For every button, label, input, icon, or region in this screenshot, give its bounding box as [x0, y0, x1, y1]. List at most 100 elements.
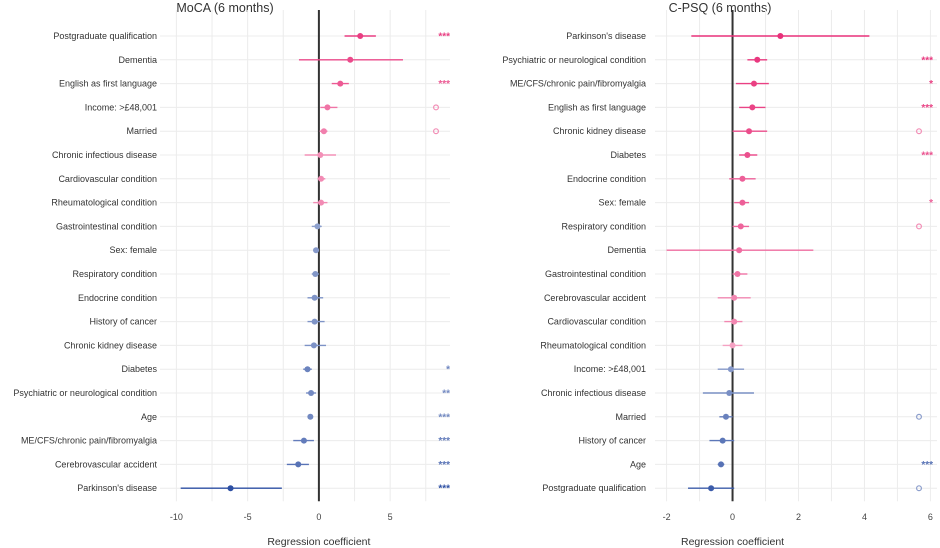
row-label: Psychiatric or neurological condition — [13, 388, 157, 398]
point-estimate — [734, 271, 741, 277]
point-estimate — [308, 390, 315, 396]
x-axis-label: Regression coefficient — [267, 536, 370, 548]
point-estimate — [313, 247, 320, 254]
x-tick-label: 0 — [316, 512, 321, 522]
x-tick-label: 0 — [730, 512, 735, 522]
row-label: Cerebrovascular accident — [544, 293, 647, 303]
significance-stars: *** — [438, 32, 450, 43]
row-label: Rheumatological condition — [51, 198, 157, 208]
significance-marker-open-circle — [915, 128, 922, 135]
row-label: History of cancer — [89, 317, 157, 327]
row-label: Income: >£48,001 — [574, 364, 646, 374]
point-estimate — [736, 247, 743, 254]
panel-moca: MoCA (6 months) Postgraduate qualificatio… — [13, 1, 450, 548]
point-estimate — [311, 318, 318, 325]
significance-stars: *** — [921, 103, 933, 114]
row-label: Gastrointestinal condition — [56, 221, 157, 231]
row-label: ME/CFS/chronic pain/fibromyalgia — [21, 436, 157, 446]
point-estimate — [746, 128, 753, 135]
row-label: Chronic kidney disease — [553, 126, 646, 136]
row-label: Parkinson's disease — [77, 483, 157, 493]
row-label: Rheumatological condition — [540, 340, 646, 350]
row-label: Cardiovascular condition — [58, 174, 157, 184]
point-estimate — [737, 223, 744, 230]
x-axis-label: Regression coefficient — [681, 536, 784, 548]
point-estimate — [750, 80, 757, 87]
row-label: Chronic kidney disease — [64, 340, 157, 350]
row-label: Age — [630, 459, 646, 469]
x-tick-label: -5 — [244, 512, 252, 522]
point-estimate — [304, 366, 311, 373]
point-estimate — [227, 485, 234, 492]
point-estimate — [318, 175, 325, 182]
point-estimate — [749, 104, 756, 111]
point-estimate — [300, 437, 307, 444]
row-label: Parkinson's disease — [566, 31, 646, 41]
point-estimate — [311, 294, 318, 301]
significance-stars: *** — [921, 55, 933, 66]
significance-stars: *** — [438, 412, 450, 423]
point-estimate — [739, 175, 746, 182]
significance-stars: *** — [438, 484, 450, 495]
significance-stars: * — [929, 198, 933, 209]
row-label: Dementia — [118, 55, 157, 65]
x-tick-label: -2 — [663, 512, 671, 522]
row-label: Married — [615, 412, 646, 422]
significance-stars: *** — [438, 460, 450, 471]
row-label: Age — [141, 412, 157, 422]
panel-title: MoCA (6 months) — [176, 1, 273, 15]
row-label: Endocrine condition — [78, 293, 157, 303]
point-estimate — [754, 56, 761, 63]
significance-marker-open-circle — [915, 485, 922, 492]
row-label: Respiratory condition — [72, 269, 157, 279]
point-estimate — [347, 56, 354, 63]
point-estimate — [718, 461, 725, 468]
row-label: Chronic infectious disease — [52, 150, 157, 160]
significance-stars: ** — [442, 389, 450, 400]
significance-marker-open-circle — [433, 104, 440, 111]
point-estimate — [731, 294, 738, 301]
row-label: Married — [126, 126, 157, 136]
point-estimate — [739, 199, 746, 206]
point-estimate — [357, 33, 364, 39]
point-estimate — [722, 413, 729, 420]
point-estimate — [719, 437, 726, 444]
row-label: Respiratory condition — [561, 221, 646, 231]
point-estimate — [727, 366, 734, 373]
significance-marker-open-circle — [915, 223, 922, 230]
significance-stars: *** — [921, 151, 933, 162]
significance-stars: * — [446, 365, 450, 376]
x-tick-label: 6 — [928, 512, 933, 522]
row-label: History of cancer — [578, 436, 646, 446]
row-label: Chronic infectious disease — [541, 388, 646, 398]
point-estimate — [318, 199, 325, 206]
row-label: Gastrointestinal condition — [545, 269, 646, 279]
significance-marker-open-circle — [433, 128, 440, 135]
row-label: Cerebrovascular accident — [55, 459, 158, 469]
point-estimate — [337, 80, 344, 87]
significance-stars: * — [929, 79, 933, 90]
point-estimate — [708, 485, 715, 492]
point-estimate — [320, 128, 327, 135]
panel-title: C-PSQ (6 months) — [669, 1, 772, 15]
point-estimate — [729, 342, 736, 349]
significance-stars: *** — [921, 460, 933, 471]
row-label: Endocrine condition — [567, 174, 646, 184]
point-estimate — [324, 104, 331, 111]
point-estimate — [310, 342, 317, 349]
row-label: Diabetes — [610, 150, 646, 160]
point-estimate — [307, 413, 314, 420]
row-label: Dementia — [607, 245, 646, 255]
row-label: ME/CFS/chronic pain/fibromyalgia — [510, 79, 646, 89]
point-estimate — [295, 461, 302, 468]
point-estimate — [317, 152, 324, 158]
row-label: Cardiovascular condition — [547, 317, 646, 327]
panel-cpsq: C-PSQ (6 months) Parkinson's disease Psych… — [502, 1, 937, 548]
x-tick-label: 2 — [796, 512, 801, 522]
row-label: Postgraduate qualification — [542, 483, 646, 493]
significance-marker-open-circle — [915, 413, 922, 420]
point-estimate — [731, 318, 738, 325]
row-label: Diabetes — [121, 364, 157, 374]
